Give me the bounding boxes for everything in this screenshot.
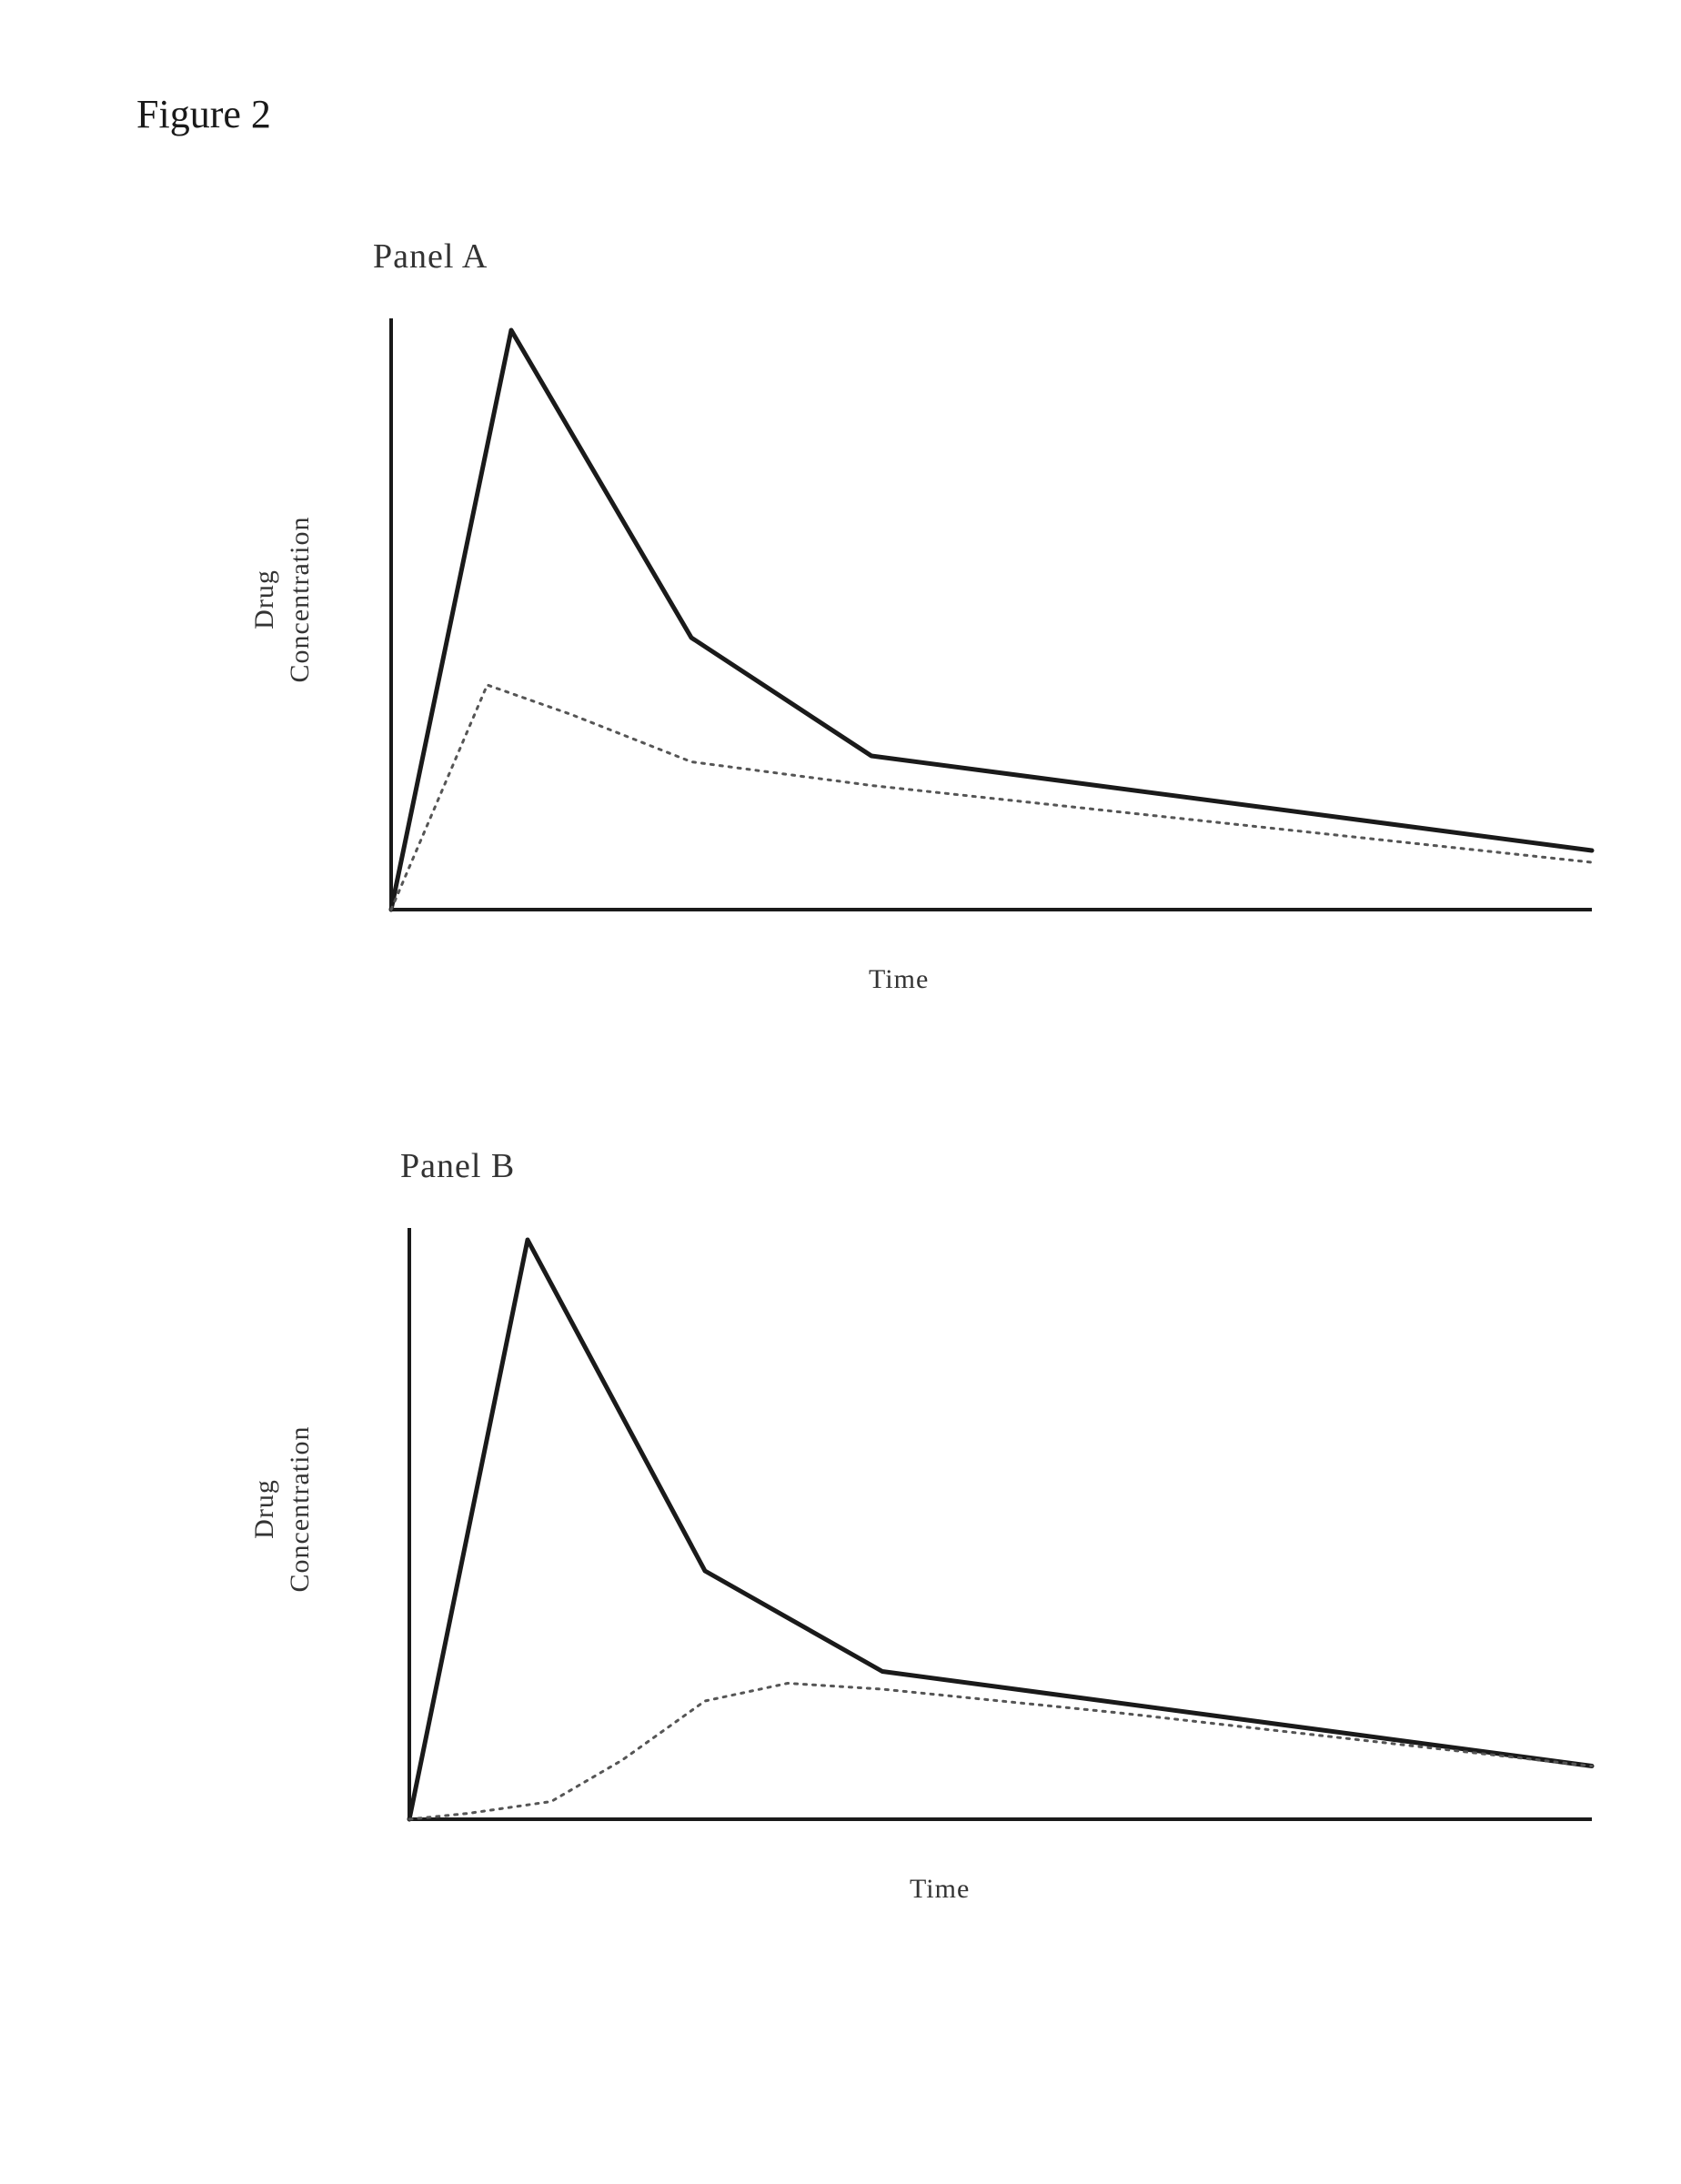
figure-title: Figure 2	[136, 91, 271, 137]
y-label-line1: Drug	[247, 1391, 282, 1627]
panel-b-y-axis-label: Drug Concentration	[247, 1391, 317, 1627]
y-label-line1: Drug	[247, 481, 282, 718]
panel-a-x-axis-label: Time	[869, 964, 929, 995]
panel-b-title: Panel B	[400, 1146, 515, 1186]
dotted-curve	[409, 1684, 1592, 1820]
panel-a-y-axis-label: Drug Concentration	[247, 481, 317, 718]
solid-curve	[409, 1240, 1592, 1819]
dotted-curve	[391, 685, 1592, 910]
solid-curve	[391, 330, 1592, 910]
y-label-line2: Concentration	[282, 481, 317, 718]
panel-a-title: Panel A	[373, 237, 488, 277]
panel-b-chart	[346, 1201, 1610, 1856]
y-label-line2: Concentration	[282, 1391, 317, 1627]
panel-a-chart	[346, 291, 1610, 946]
panel-b-x-axis-label: Time	[910, 1874, 970, 1905]
